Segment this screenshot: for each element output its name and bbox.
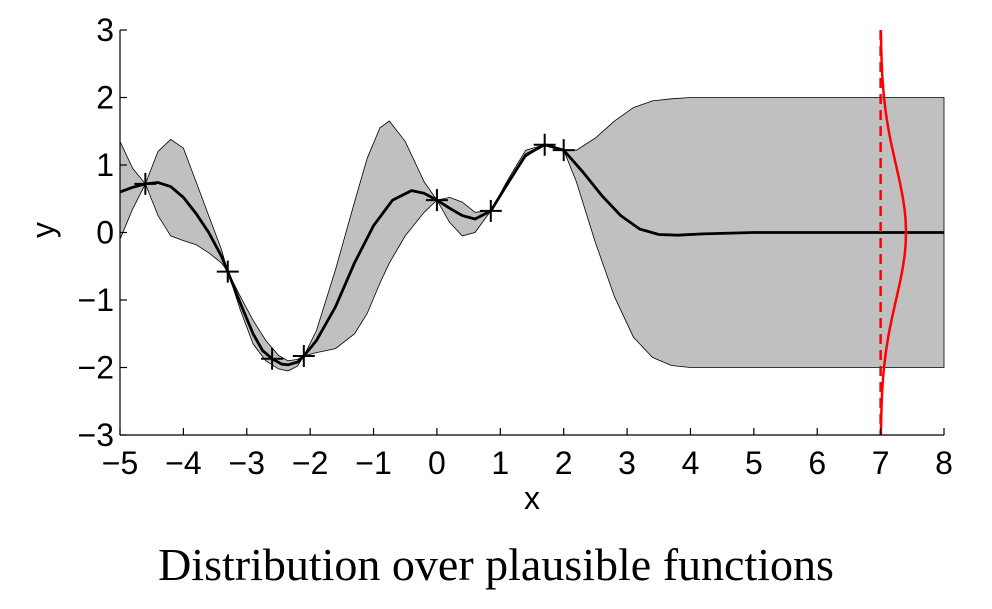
x-tick-label: 8 — [935, 445, 953, 481]
marginal-gaussian-curve — [879, 30, 908, 435]
x-tick-label: 6 — [808, 445, 826, 481]
x-tick-label: 7 — [872, 445, 890, 481]
y-tick-label: 0 — [96, 215, 114, 251]
y-tick-label: −3 — [78, 417, 114, 453]
x-tick-label: 5 — [745, 445, 763, 481]
x-axis-label: x — [524, 480, 540, 516]
x-tick-label: −4 — [165, 445, 201, 481]
axes-layer: −5 −4 −3 −2 −1 0 1 2 3 4 5 6 7 8 −3 −2 −1 0 1 2 3 — [78, 12, 953, 481]
confidence-band — [119, 97, 945, 372]
y-axis-label: y — [25, 222, 61, 238]
x-tick-label: 1 — [491, 445, 509, 481]
observation-point — [216, 260, 239, 283]
figure-caption: Distribution over plausible functions — [158, 539, 834, 590]
x-tick-label: 3 — [618, 445, 636, 481]
confidence-band-layer — [119, 97, 945, 372]
mean-line-layer — [119, 143, 944, 367]
x-tick-label: −3 — [229, 445, 265, 481]
y-tick-label: 2 — [96, 80, 114, 116]
x-tick-label: −1 — [355, 445, 391, 481]
observation-point — [479, 199, 502, 222]
observation-point — [134, 172, 157, 195]
observations-layer — [134, 133, 575, 370]
x-tick-label: 4 — [682, 445, 700, 481]
observation-point — [552, 139, 575, 162]
observation-point — [261, 347, 284, 370]
y-tick-label: 1 — [96, 147, 114, 183]
y-tick-label: 3 — [96, 12, 114, 48]
y-tick-label: −1 — [78, 282, 114, 318]
y-tick-label: −2 — [78, 350, 114, 386]
mean-line — [119, 143, 944, 367]
observation-point — [292, 345, 315, 368]
observation-point — [425, 189, 448, 212]
x-tick-label: −5 — [102, 445, 138, 481]
x-tick-label: 0 — [428, 445, 446, 481]
marginal-distribution-layer — [879, 30, 908, 435]
x-tick-label: 2 — [555, 445, 573, 481]
x-tick-label: −2 — [292, 445, 328, 481]
observation-point — [533, 133, 556, 156]
